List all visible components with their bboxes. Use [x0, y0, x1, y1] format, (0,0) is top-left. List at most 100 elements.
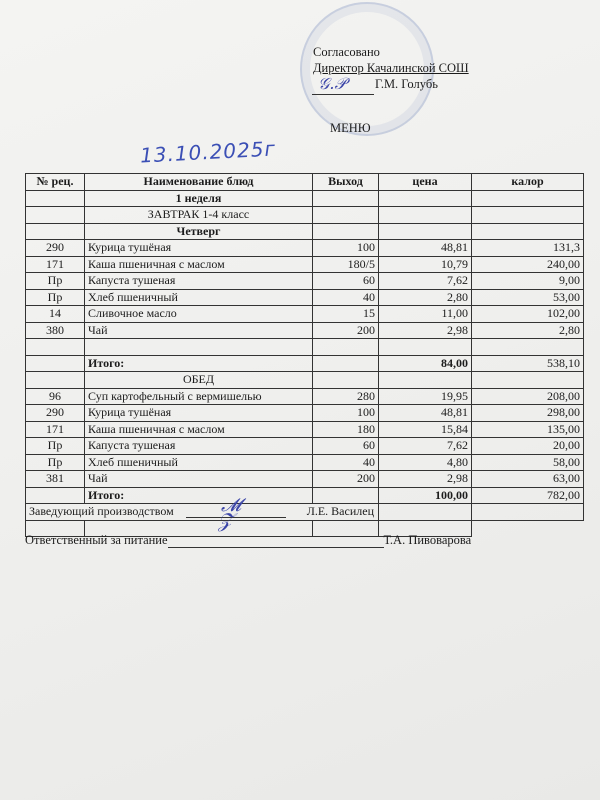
header-kcal: калор	[471, 173, 584, 191]
recipe-number: 171	[25, 420, 85, 438]
signature-line	[186, 517, 286, 518]
kcal: 63,00	[471, 470, 584, 488]
yield: 200	[312, 470, 379, 488]
approval-name: Г.М. Голубь	[375, 77, 438, 91]
yield: 40	[312, 453, 379, 471]
yield: 60	[312, 437, 379, 455]
price: 4,80	[378, 453, 472, 471]
table-row: 171 Каша пшеничная с маслом 180/5 10,79 240,…	[25, 255, 584, 273]
lunch-total-row: Итого: 100,00 782,00	[25, 486, 584, 504]
director-signature-line	[312, 94, 374, 95]
table-header: № рец. Наименование блюд Выход цена кало…	[25, 173, 584, 191]
footer-role: Ответственный за питание	[25, 533, 168, 547]
kcal: 298,00	[471, 404, 584, 422]
yield: 280	[312, 387, 379, 405]
table-row: 171 Каша пшеничная с маслом 180 15,84 135,00	[25, 420, 584, 438]
recipe-number: 171	[25, 255, 85, 273]
table-row: 14 Сливочное масло 15 11,00 102,00	[25, 305, 584, 323]
total-label: Итого:	[84, 354, 313, 372]
lunch-label: ОБЕД	[84, 371, 313, 389]
header-recipe: № рец.	[25, 173, 85, 191]
yield: 40	[312, 288, 379, 306]
week-label: 1 неделя	[84, 189, 313, 207]
price: 15,84	[378, 420, 472, 438]
recipe-number: 381	[25, 470, 85, 488]
dish-name: Чай	[84, 321, 313, 339]
day-label: Четверг	[84, 222, 313, 240]
kcal: 2,80	[471, 321, 584, 339]
recipe-number: Пр	[25, 453, 85, 471]
empty-row	[25, 519, 584, 537]
empty-row	[25, 338, 584, 356]
total-label: Итого:	[84, 486, 313, 504]
price: 48,81	[378, 239, 472, 257]
table-row: Пр Капуста тушеная 60 7,62 9,00	[25, 272, 584, 290]
recipe-number: 290	[25, 404, 85, 422]
dish-name: Суп картофельный с вермишелью	[84, 387, 313, 405]
kcal: 208,00	[471, 387, 584, 405]
recipe-number: 380	[25, 321, 85, 339]
price: 2,98	[378, 321, 472, 339]
breakfast-section-row: ЗАВТРАК 1-4 класс	[25, 206, 584, 224]
yield: 200	[312, 321, 379, 339]
production-head-role: Заведующий производством	[29, 504, 174, 519]
week-row: 1 неделя	[25, 189, 584, 207]
kcal: 53,00	[471, 288, 584, 306]
kcal: 102,00	[471, 305, 584, 323]
dish-name: Каша пшеничная с маслом	[84, 255, 313, 273]
dish-name: Курица тушёная	[84, 239, 313, 257]
total-kcal: 538,10	[471, 354, 584, 372]
approval-agreed: Согласовано	[313, 45, 380, 59]
yield: 180	[312, 420, 379, 438]
menu-table: № рец. Наименование блюд Выход цена кало…	[25, 173, 584, 537]
table-row: Пр Хлеб пшеничный 40 4,80 58,00	[25, 453, 584, 471]
header-price: цена	[378, 173, 472, 191]
table-row: 380 Чай 200 2,98 2,80	[25, 321, 584, 339]
production-head-row: Заведующий производством 𝓜 Л.Е. Василец	[25, 497, 584, 521]
dish-name: Каша пшеничная с маслом	[84, 420, 313, 438]
production-head-cell: Заведующий производством 𝓜 Л.Е. Василец	[25, 497, 379, 521]
total-price: 84,00	[378, 354, 472, 372]
price: 10,79	[378, 255, 472, 273]
footer-name: Т.А. Пивоварова	[383, 533, 472, 547]
yield: 60	[312, 272, 379, 290]
header-dish: Наименование блюд	[84, 173, 313, 191]
footer-responsible: Ответственный за питание Т.А. Пивоварова	[25, 533, 471, 548]
price: 11,00	[378, 305, 472, 323]
dish-name: Хлеб пшеничный	[84, 288, 313, 306]
director-signature: 𝒢.𝒫	[318, 74, 347, 93]
dish-name: Курица тушёная	[84, 404, 313, 422]
price: 19,95	[378, 387, 472, 405]
table-row: Пр Хлеб пшеничный 40 2,80 53,00	[25, 288, 584, 306]
yield: 15	[312, 305, 379, 323]
price: 48,81	[378, 404, 472, 422]
dish-name: Капуста тушеная	[84, 437, 313, 455]
handwritten-date: 13.10.2025г	[139, 136, 277, 168]
footer-signature-line	[167, 535, 384, 548]
production-head-signature: 𝓜	[221, 495, 242, 516]
recipe-number: 290	[25, 239, 85, 257]
approval-director: Директор Качалинской СОШ	[313, 61, 469, 75]
kcal: 240,00	[471, 255, 584, 273]
recipe-number: 96	[25, 387, 85, 405]
price: 7,62	[378, 272, 472, 290]
price: 7,62	[378, 437, 472, 455]
breakfast-total-row: Итого: 84,00 538,10	[25, 354, 584, 372]
school-stamp	[300, 2, 434, 136]
kcal: 131,3	[471, 239, 584, 257]
recipe-number: 14	[25, 305, 85, 323]
lunch-section-row: ОБЕД	[25, 371, 584, 389]
approval-block: Согласовано Директор Качалинской СОШ Г.М…	[313, 44, 469, 92]
table-row: 96 Суп картофельный с вермишелью 280 19,95 2…	[25, 387, 584, 405]
responsible-signature: 𝒵	[218, 508, 234, 532]
kcal: 9,00	[471, 272, 584, 290]
production-head-name: Л.Е. Василец	[306, 504, 374, 518]
day-row: Четверг	[25, 222, 584, 240]
yield: 100	[312, 239, 379, 257]
table-row: Пр Капуста тушеная 60 7,62 20,00	[25, 437, 584, 455]
price: 2,98	[378, 470, 472, 488]
kcal: 135,00	[471, 420, 584, 438]
header-yield: Выход	[312, 173, 379, 191]
dish-name: Сливочное масло	[84, 305, 313, 323]
kcal: 20,00	[471, 437, 584, 455]
